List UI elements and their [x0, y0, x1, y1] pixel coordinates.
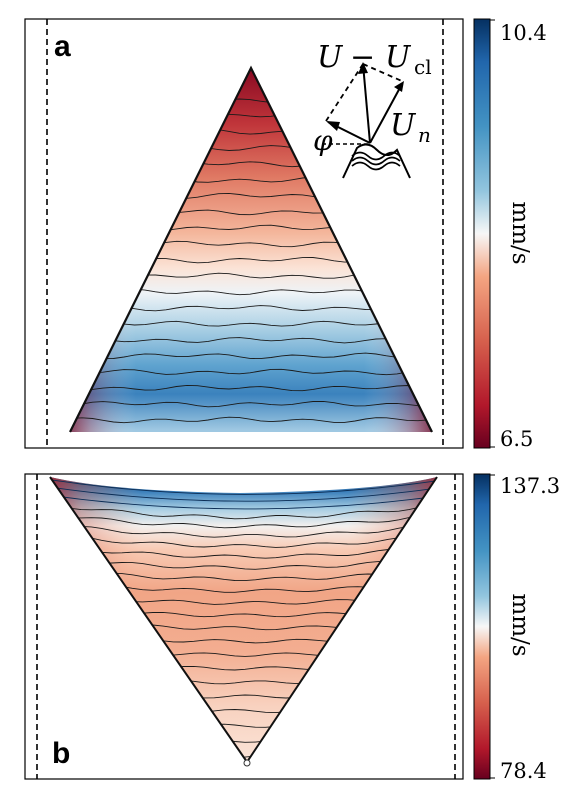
wrinkle-2 — [351, 156, 401, 166]
contour-b — [50, 493, 437, 510]
contour-a — [70, 384, 432, 392]
contour-b — [50, 544, 437, 559]
contour-b — [50, 534, 437, 548]
colorbar-a-bar — [473, 18, 491, 449]
arrow-head-tangent — [326, 121, 340, 131]
colorbar-b-bar — [473, 473, 491, 780]
colorbar-a-min: 6.5 — [500, 427, 533, 451]
wrinkle-3 — [351, 161, 401, 171]
arrow-U-vertical — [362, 63, 371, 144]
arrow-Un — [369, 83, 403, 144]
colorbar-b-max: 137.3 — [500, 474, 560, 498]
colorbar-b: 137.3 78.4 mm/s — [473, 473, 560, 783]
colorbar-a: 10.4 6.5 mm/s — [473, 18, 547, 451]
panel-a-label: a — [54, 30, 71, 63]
contour-b — [50, 477, 437, 495]
inset-normal-U: U — [390, 108, 417, 143]
panel-b-label: b — [52, 737, 70, 770]
contour-b — [50, 523, 437, 538]
colorbar-b-min: 78.4 — [500, 759, 547, 783]
colorbar-a-max: 10.4 — [500, 21, 547, 45]
wrinkle-1 — [351, 151, 401, 161]
contour-a — [70, 400, 432, 408]
contour-b — [50, 500, 437, 520]
contour-b — [50, 511, 437, 529]
contour-a — [70, 368, 432, 376]
panel-a: a U − U cl U n φ — [24, 18, 547, 451]
colorbar-a-unit: mm/s — [507, 201, 533, 264]
dashed-parallelogram-left — [325, 63, 364, 122]
panel-b: b 137.3 78.4 mm/s — [24, 473, 560, 783]
inset-normal-sub: n — [418, 123, 431, 147]
panel-b-tip — [243, 759, 251, 767]
dashed-parallelogram-top — [362, 63, 405, 83]
colorbar-b-unit: mm/s — [507, 593, 533, 656]
inset-rhs-U: U — [385, 40, 412, 75]
panel-a-front — [69, 65, 433, 433]
arrow-head-vertical — [358, 62, 368, 74]
contour-b — [50, 485, 437, 502]
arrow-head-Un — [394, 81, 404, 92]
contour-a — [70, 352, 432, 360]
inset-rhs-sub: cl — [414, 55, 432, 79]
contour-a — [70, 416, 432, 424]
inset-lhs-U: U — [317, 40, 344, 75]
inset-angle-phi: φ — [313, 124, 333, 157]
inset-velocity-decomposition: U − U cl U n φ — [313, 40, 432, 179]
